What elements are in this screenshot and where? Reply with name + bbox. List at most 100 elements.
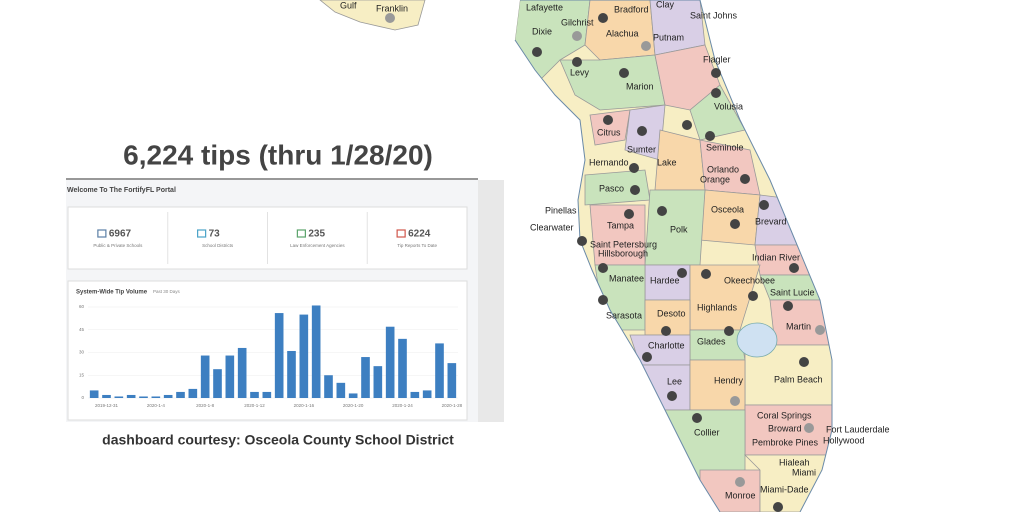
stat-label: Public & Private Schools (93, 243, 143, 248)
marker (682, 120, 692, 130)
county-label: Martin (786, 321, 811, 331)
marker (783, 301, 793, 311)
stat-icon (296, 229, 306, 238)
stat-value: 235 (308, 229, 325, 240)
marker (630, 185, 640, 195)
stat-value: 6224 (408, 229, 431, 240)
stat-icon (396, 229, 406, 238)
marker (815, 325, 825, 335)
caption: dashboard courtesy: Osceola County Schoo… (102, 432, 454, 448)
marker (572, 31, 582, 41)
stat-label: Tip Reports To Date (397, 243, 437, 248)
x-tick-label: 2020-1-24 (392, 403, 413, 408)
marker (724, 326, 734, 336)
county-label: Pinellas (545, 205, 577, 215)
county-label: Hillsborough (598, 248, 648, 258)
x-tick-label: 2020-1-8 (196, 403, 215, 408)
marker (642, 352, 652, 362)
bar (311, 305, 321, 398)
bar (274, 313, 284, 398)
county-label: Sumter (627, 144, 656, 154)
y-tick-label: 0 (81, 395, 84, 400)
map-labels: Gulf Franklin Lafayette Bradford Clay Saint J… (340, 0, 890, 500)
marker (667, 391, 677, 401)
county-label: Dixie (532, 26, 552, 36)
bar (139, 396, 148, 398)
bar (176, 391, 185, 398)
county-label: Orange (700, 174, 730, 184)
markers (385, 13, 825, 512)
county-label: Manatee (609, 273, 644, 283)
county-label: Lake (657, 157, 677, 167)
county-label: Lee (667, 376, 682, 386)
bar (102, 394, 111, 398)
county-label: Pasco (599, 183, 624, 193)
marker (572, 57, 582, 67)
x-tick-label: 2020-1-4 (147, 403, 166, 408)
stat-value: 6967 (109, 229, 132, 240)
panhandle (319, 0, 426, 31)
marker (677, 268, 687, 278)
welcome: Welcome To The FortifyFL Portal (67, 187, 176, 194)
bar (336, 382, 346, 398)
county-label: Saint Johns (690, 10, 738, 20)
x-tick-label: 2020-1-12 (244, 403, 265, 408)
county-label: Alachua (606, 28, 639, 38)
scrollbar (478, 180, 504, 422)
county-label: Hendry (714, 375, 744, 385)
bar (225, 355, 235, 398)
county-label: Bradford (614, 4, 649, 14)
county-label: Sarasota (606, 310, 642, 320)
bar (237, 347, 247, 398)
bar (373, 366, 383, 398)
bar (324, 375, 333, 398)
marker (577, 236, 587, 246)
bar (299, 314, 309, 398)
coast (514, 0, 833, 513)
county-label: Broward (768, 423, 802, 433)
county-label: Monroe (725, 490, 756, 500)
chart-card (67, 280, 468, 421)
marker (661, 326, 671, 336)
bar (287, 350, 296, 398)
county-label: Hardee (650, 275, 680, 285)
county-label: Franklin (376, 3, 408, 13)
bar (447, 363, 457, 398)
bar (126, 394, 136, 398)
county-label: Clay (656, 0, 675, 9)
marker (532, 47, 542, 57)
y-tick-label: 45 (79, 327, 85, 332)
county-label: Gulf (340, 0, 357, 10)
county-label: Hollywood (823, 435, 865, 445)
county-label: Osceola (711, 204, 744, 214)
stat-icon (97, 229, 107, 238)
county-label: Tampa (607, 220, 634, 230)
bar (200, 355, 210, 398)
marker (692, 413, 702, 423)
county-label: Hialeah (779, 457, 810, 467)
y-tick-label: 60 (79, 304, 85, 309)
marker (705, 131, 715, 141)
county-label: Marion (626, 81, 654, 91)
county-label: Lafayette (526, 2, 563, 12)
marker (598, 13, 608, 23)
county-label: Charlotte (648, 340, 685, 350)
marker (789, 263, 799, 273)
headline: 6,224 tips (thru 1/28/20) (123, 139, 433, 170)
marker (711, 88, 721, 98)
bar (213, 369, 222, 398)
bar (114, 396, 124, 398)
x-tick-label: 2020-1-20 (343, 403, 364, 408)
marker (637, 126, 647, 136)
county-label: Glades (697, 336, 726, 346)
stat-icon (197, 229, 207, 238)
bar (151, 396, 161, 398)
dashboard: 6,224 tips (thru 1/28/20) Welcome To The… (66, 139, 504, 448)
county-label: Gilchrist (561, 17, 594, 27)
marker (730, 219, 740, 229)
marker (619, 68, 629, 78)
county-label: Volusia (714, 101, 743, 111)
x-tick-label: 2020-1-16 (294, 403, 315, 408)
